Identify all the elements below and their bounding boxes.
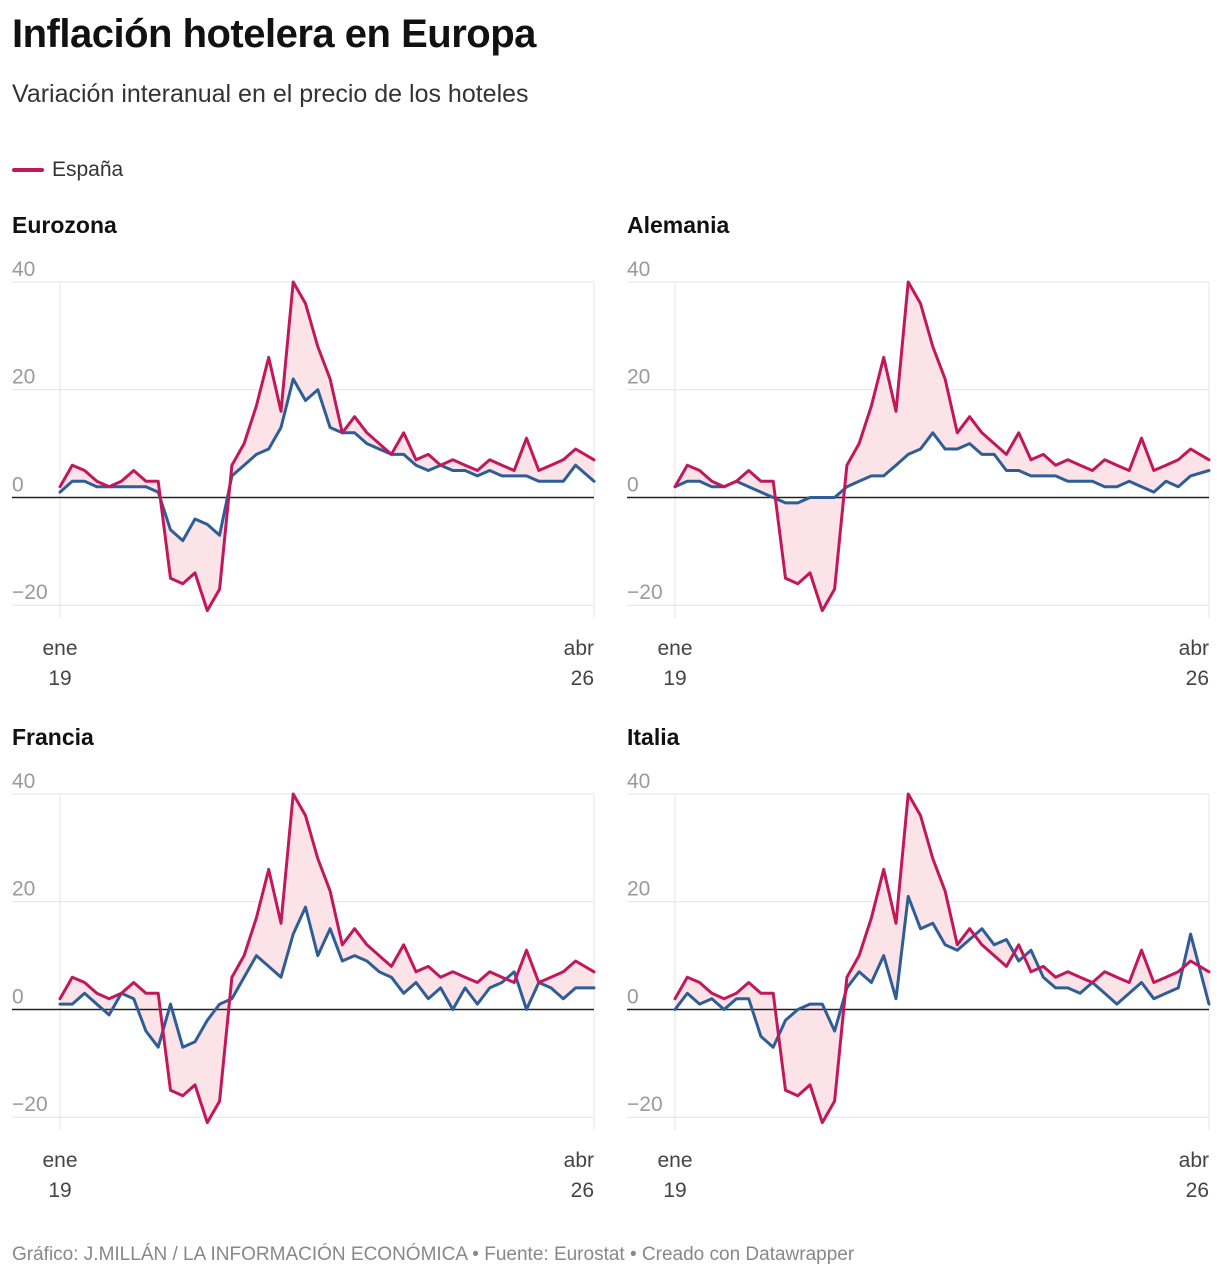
panel-alemania: Alemania 40 20 0 −20 ene 19 abr 26	[627, 212, 1220, 712]
x-tick-label: 19	[663, 1179, 686, 1202]
legend-swatch-spain	[12, 168, 44, 172]
x-tick-label: 26	[571, 1179, 594, 1202]
x-tick-label: ene	[42, 637, 77, 660]
y-tick-label: 20	[627, 878, 650, 901]
y-tick-label: 40	[627, 770, 650, 793]
gap-area	[60, 282, 594, 611]
x-tick-label: 26	[571, 667, 594, 690]
footer-credits: Gráfico: J.MILLÁN / LA INFORMACIÓN ECONÓ…	[12, 1244, 855, 1265]
y-tick-label: 0	[12, 985, 24, 1008]
y-tick-label: −20	[12, 1093, 48, 1116]
x-tick-label: ene	[657, 1149, 692, 1172]
legend-label-spain: España	[52, 158, 124, 181]
y-tick-label: 20	[12, 878, 35, 901]
y-tick-label: −20	[627, 1093, 663, 1116]
panel-italia: Italia 40 20 0 −20 ene 19 abr 26	[627, 724, 1220, 1224]
gap-area	[60, 794, 594, 1123]
panel-title-alemania: Alemania	[627, 212, 730, 238]
series-line-spain	[58, 792, 596, 1125]
chart-francia: 40 20 0 −20 ene 19 abr 26	[12, 770, 596, 1202]
panel-title-eurozona: Eurozona	[12, 212, 117, 238]
x-tick-label: 19	[48, 667, 71, 690]
x-tick-label: 26	[1186, 1179, 1209, 1202]
x-tick-label: abr	[1179, 637, 1209, 660]
x-tick-label: abr	[564, 1149, 594, 1172]
panel-title-italia: Italia	[627, 724, 680, 750]
y-tick-label: 0	[627, 985, 639, 1008]
series-line-country	[58, 377, 596, 543]
chart-title: Inflación hotelera en Europa	[12, 12, 536, 56]
x-tick-label: ene	[657, 637, 692, 660]
series-line-country	[673, 894, 1211, 1049]
panel-francia: Francia 40 20 0 −20 ene 19 abr 26	[12, 724, 612, 1224]
panel-title-francia: Francia	[12, 724, 94, 750]
x-tick-label: ene	[42, 1149, 77, 1172]
x-tick-label: 19	[663, 667, 686, 690]
chart-italia: 40 20 0 −20 ene 19 abr 26	[627, 770, 1211, 1202]
y-tick-label: 20	[12, 366, 35, 389]
x-tick-label: abr	[564, 637, 594, 660]
y-tick-label: 40	[12, 770, 35, 793]
series-line-country	[58, 905, 596, 1049]
y-tick-label: 0	[627, 473, 639, 496]
panel-eurozona: Eurozona 40 20 0 −20 ene 19 abr 26	[12, 212, 612, 712]
y-tick-label: 40	[627, 258, 650, 281]
gap-area	[675, 282, 1209, 611]
series-line-spain	[673, 280, 1211, 613]
x-tick-label: 26	[1186, 667, 1209, 690]
series-line-spain	[58, 280, 596, 613]
y-tick-label: −20	[627, 581, 663, 604]
x-tick-label: 19	[48, 1179, 71, 1202]
chart-alemania: 40 20 0 −20 ene 19 abr 26	[627, 258, 1211, 690]
legend: España	[12, 158, 123, 182]
y-tick-label: 0	[12, 473, 24, 496]
chart-subtitle: Variación interanual en el precio de los…	[12, 80, 529, 108]
y-tick-label: 20	[627, 366, 650, 389]
y-tick-label: −20	[12, 581, 48, 604]
y-tick-label: 40	[12, 258, 35, 281]
chart-eurozona: 40 20 0 −20 ene 19 abr 26	[12, 258, 596, 690]
series-line-country	[673, 431, 1211, 505]
gap-area	[675, 794, 1209, 1123]
x-tick-label: abr	[1179, 1149, 1209, 1172]
series-line-spain	[673, 792, 1211, 1125]
